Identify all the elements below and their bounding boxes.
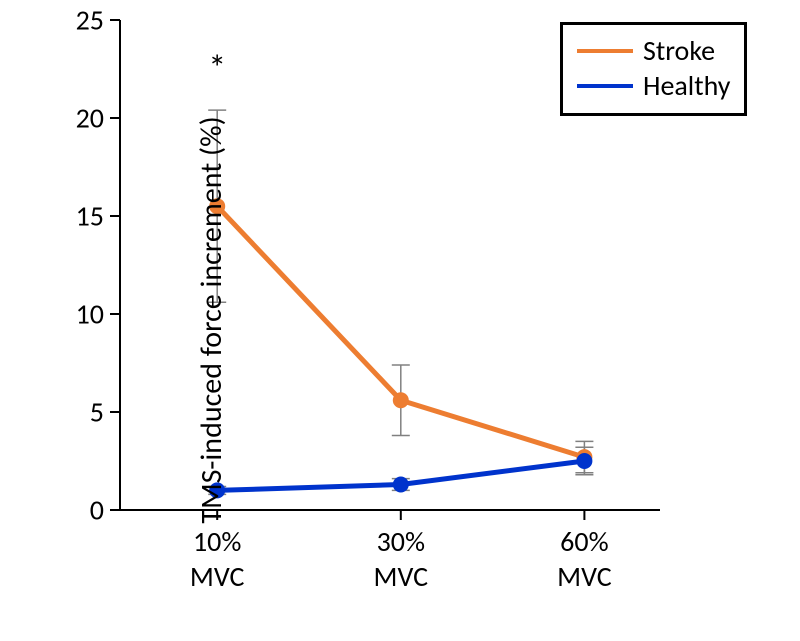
legend-swatch [577, 49, 633, 53]
x-tick: 30%MVC [374, 524, 429, 594]
y-tick: 5 [64, 395, 104, 430]
significance-asterisk: * [208, 46, 226, 90]
legend-label: Healthy [643, 68, 730, 103]
legend-swatch [577, 84, 633, 88]
y-tick: 0 [64, 493, 104, 528]
y-axis-label: TMS-induced force increment (%) [193, 116, 230, 523]
y-tick: 15 [64, 199, 104, 234]
x-tick: 60%MVC [557, 524, 612, 594]
y-tick: 20 [64, 101, 104, 136]
legend-item: Healthy [577, 68, 730, 103]
chart-container: TMS-induced force increment (%) StrokeHe… [0, 0, 800, 641]
y-tick: 25 [64, 3, 104, 38]
x-tick: 10%MVC [190, 524, 245, 594]
legend: StrokeHealthy [560, 22, 747, 116]
legend-label: Stroke [643, 33, 715, 68]
y-tick: 10 [64, 297, 104, 332]
legend-item: Stroke [577, 33, 730, 68]
